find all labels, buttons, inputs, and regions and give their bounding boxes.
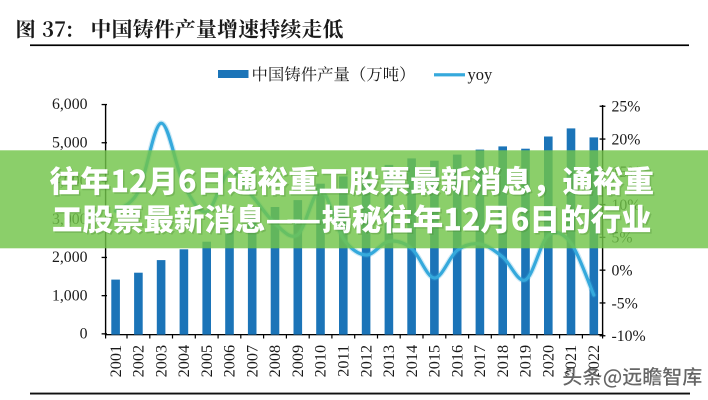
svg-text:2003: 2003 [151,345,170,378]
svg-text:2015: 2015 [425,345,444,378]
svg-text:2007: 2007 [242,345,261,378]
svg-text:-10%: -10% [612,328,646,345]
svg-text:2010: 2010 [311,345,330,378]
svg-text:-5%: -5% [612,295,638,312]
svg-text:2019: 2019 [516,345,535,378]
svg-text:5,000: 5,000 [52,134,88,151]
svg-text:2004: 2004 [174,345,193,378]
svg-text:2006: 2006 [220,345,239,378]
svg-text:0%: 0% [612,263,633,280]
svg-text:2018: 2018 [493,345,512,378]
svg-text:6,000: 6,000 [52,96,88,113]
svg-text:20%: 20% [612,131,641,148]
svg-text:yoy: yoy [468,65,494,84]
svg-text:2,000: 2,000 [52,249,88,266]
svg-text:2016: 2016 [447,345,466,378]
svg-text:2013: 2013 [379,345,398,378]
svg-text:0: 0 [80,326,88,343]
svg-text:2001: 2001 [106,345,125,378]
svg-text:2005: 2005 [197,345,216,378]
svg-text:2009: 2009 [288,345,307,378]
svg-text:2021: 2021 [561,345,580,378]
svg-text:2020: 2020 [539,345,558,378]
svg-text:2011: 2011 [334,345,353,377]
svg-text:2002: 2002 [129,345,148,378]
svg-text:2014: 2014 [402,345,421,378]
svg-text:25%: 25% [612,99,641,116]
svg-text:2012: 2012 [356,345,375,378]
svg-text:2008: 2008 [265,345,284,378]
svg-text:2017: 2017 [470,345,489,378]
svg-text:1,000: 1,000 [52,287,88,304]
